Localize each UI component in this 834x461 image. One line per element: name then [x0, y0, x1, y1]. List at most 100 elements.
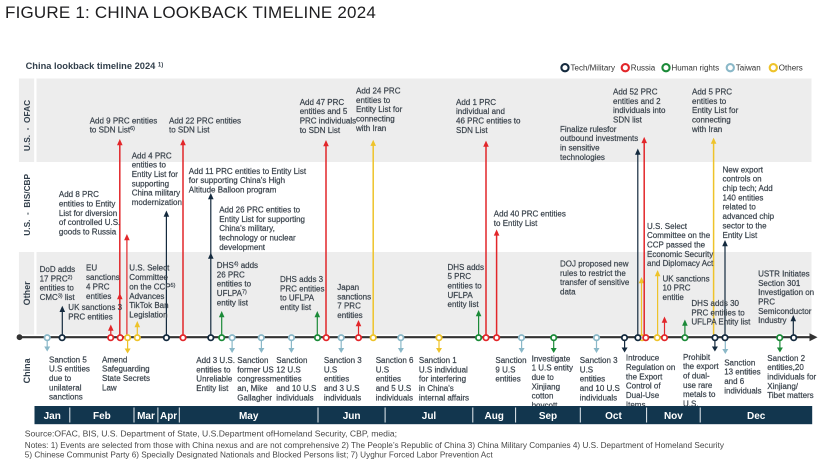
svg-text:PRC individuals: PRC individuals	[300, 117, 356, 126]
svg-text:for interfering: for interfering	[419, 375, 466, 384]
svg-text:entities to: entities to	[40, 284, 75, 293]
svg-text:and 5 U.S: and 5 U.S	[376, 384, 412, 393]
svg-text:Oct: Oct	[605, 411, 622, 422]
svg-text:Entity List for: Entity List for	[692, 106, 739, 115]
svg-text:Entity List for: Entity List for	[356, 105, 403, 114]
svg-text:Nov: Nov	[664, 411, 683, 422]
svg-text:DHS4) adds: DHS4) adds	[217, 261, 258, 270]
svg-text:individuals: individuals	[324, 393, 361, 402]
svg-text:sanctions: sanctions	[86, 273, 120, 282]
svg-text:Entity List for supporting: Entity List for supporting	[219, 215, 305, 224]
svg-text:individuals: individuals	[376, 393, 413, 402]
svg-text:Amend: Amend	[102, 355, 127, 364]
svg-text:an, Mike: an, Mike	[237, 384, 268, 393]
svg-text:China: China	[22, 357, 32, 383]
svg-text:Sanction 1: Sanction 1	[419, 356, 457, 365]
svg-text:4 PRC: 4 PRC	[86, 282, 110, 291]
svg-text:Sep: Sep	[539, 411, 557, 422]
svg-text:advanced chip: advanced chip	[723, 212, 775, 221]
svg-text:Tech/Military: Tech/Military	[571, 63, 615, 72]
svg-text:Altitude Balloon program: Altitude Balloon program	[189, 186, 277, 195]
svg-text:Feb: Feb	[93, 411, 111, 422]
svg-text:due to: due to	[49, 374, 72, 383]
svg-text:entity list: entity list	[448, 300, 480, 309]
svg-text:entities to: entities to	[196, 365, 231, 374]
svg-text:controls on: controls on	[723, 175, 762, 184]
svg-text:transfer of sensitive: transfer of sensitive	[560, 278, 630, 287]
svg-text:U.S. Select: U.S. Select	[129, 264, 170, 273]
svg-text:and 10 U.S: and 10 U.S	[276, 384, 316, 393]
svg-text:Semiconductor: Semiconductor	[758, 307, 812, 316]
svg-text:supporting: supporting	[132, 179, 169, 188]
svg-text:entities and 5: entities and 5	[300, 107, 348, 116]
svg-text:sanctions: sanctions	[337, 292, 371, 301]
svg-text:individuals into: individuals into	[613, 106, 666, 115]
svg-text:entities to: entities to	[692, 97, 727, 106]
svg-text:Introduce: Introduce	[626, 354, 660, 363]
svg-text:the export: the export	[683, 362, 719, 371]
svg-text:Sanction 3: Sanction 3	[324, 356, 362, 365]
svg-text:List for diversion: List for diversion	[59, 209, 117, 218]
svg-text:entities: entities	[86, 292, 111, 301]
svg-text:Add 47 PRC: Add 47 PRC	[300, 98, 345, 107]
svg-text:development: development	[219, 243, 266, 252]
svg-text:to UFLPA: to UFLPA	[280, 294, 315, 303]
svg-text:USTR Initiates: USTR Initiates	[758, 269, 810, 278]
svg-text:U.S entities: U.S entities	[49, 365, 90, 374]
svg-text:Source:OFAC, BIS, U.S. Departm: Source:OFAC, BIS, U.S. Department of Sta…	[25, 429, 397, 439]
svg-text:Add 9 PRC entities: Add 9 PRC entities	[90, 116, 158, 125]
svg-text:entity list: entity list	[217, 298, 249, 307]
svg-text:13 entities: 13 entities	[724, 368, 760, 377]
svg-text:sector to the: sector to the	[723, 221, 768, 230]
svg-text:chip tech; Add: chip tech; Add	[723, 184, 773, 193]
svg-text:UFLPA: UFLPA	[448, 291, 474, 300]
svg-text:UFLPA7): UFLPA7)	[217, 289, 247, 298]
svg-text:U.S.: U.S.	[683, 400, 699, 409]
svg-text:PRC entities: PRC entities	[280, 284, 324, 293]
svg-text:entity list: entity list	[280, 303, 312, 312]
svg-text:individuals: individuals	[724, 386, 761, 395]
svg-text:DoD adds: DoD adds	[40, 265, 76, 274]
svg-text:outbound investments: outbound investments	[560, 134, 638, 143]
svg-text:Add 11 PRC entities to Entity: Add 11 PRC entities to Entity List	[189, 167, 307, 176]
svg-text:entities: entities	[580, 375, 605, 384]
svg-text:for supporting China's High: for supporting China's High	[189, 176, 285, 185]
svg-text:Xinjiang: Xinjiang	[532, 382, 560, 391]
svg-text:related to: related to	[723, 203, 757, 212]
svg-text:U.S. - OFAC: U.S. - OFAC	[22, 100, 32, 151]
svg-text:Law: Law	[102, 383, 117, 392]
svg-text:Items: Items	[626, 400, 646, 409]
svg-text:entities: entities	[495, 375, 520, 384]
svg-text:Investigation on: Investigation on	[758, 288, 814, 297]
svg-text:Section 301: Section 301	[758, 279, 801, 288]
svg-text:cotton: cotton	[532, 392, 554, 401]
svg-text:sanctions: sanctions	[49, 393, 83, 402]
svg-text:entities to: entities to	[217, 280, 252, 289]
svg-text:Sanction: Sanction	[724, 358, 755, 367]
svg-text:entities to: entities to	[356, 96, 391, 105]
svg-text:PRC entities to: PRC entities to	[691, 308, 745, 317]
svg-text:Unreliable: Unreliable	[196, 375, 233, 384]
svg-text:PRC: PRC	[758, 298, 775, 307]
svg-text:Safeguarding: Safeguarding	[102, 365, 150, 374]
svg-text:Add 3 U.S.: Add 3 U.S.	[196, 356, 235, 365]
svg-text:Economic Security: Economic Security	[647, 250, 713, 259]
svg-text:and 6: and 6	[724, 377, 745, 386]
svg-text:individuals: individuals	[276, 393, 313, 402]
svg-text:modernization: modernization	[132, 198, 182, 207]
svg-text:unilateral: unilateral	[49, 383, 82, 392]
svg-text:Add 52 PRC: Add 52 PRC	[613, 88, 658, 97]
svg-text:Finalize rulesfor: Finalize rulesfor	[560, 125, 617, 134]
svg-text:Add 22 PRC entities: Add 22 PRC entities	[169, 116, 241, 125]
svg-text:entities: entities	[376, 375, 401, 384]
svg-text:Other: Other	[22, 281, 32, 306]
svg-text:Add 24 PRC: Add 24 PRC	[356, 87, 401, 96]
svg-text:UFLPA Entity list: UFLPA Entity list	[691, 318, 751, 327]
svg-text:congressm: congressm	[237, 375, 276, 384]
svg-text:Tibet matters: Tibet matters	[767, 391, 813, 400]
svg-text:with Iran: with Iran	[691, 125, 722, 134]
svg-text:Jul: Jul	[422, 411, 437, 422]
svg-text:of dual-: of dual-	[683, 372, 710, 381]
svg-text:46 PRC entities to: 46 PRC entities to	[456, 117, 521, 126]
svg-text:China's military,: China's military,	[219, 224, 275, 233]
